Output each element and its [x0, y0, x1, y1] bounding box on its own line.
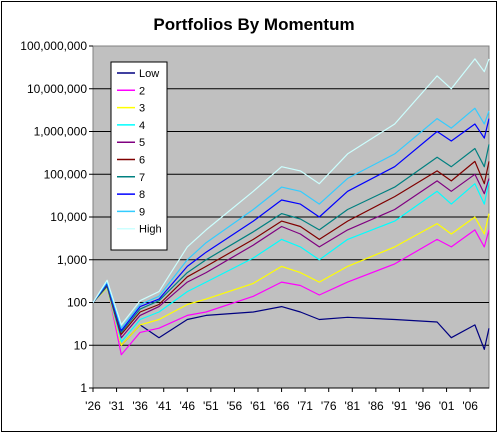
legend-label: Low	[139, 68, 159, 80]
series-line-3	[92, 213, 490, 346]
series-line-5	[92, 173, 490, 339]
legend-label: 6	[139, 155, 145, 167]
series-line-4	[92, 180, 490, 343]
chart-title: Portfolios By Momentum	[153, 15, 354, 34]
y-tick-label: 10	[74, 338, 88, 352]
x-tick-label: '76	[321, 399, 337, 413]
chart-svg: Portfolios By Momentum 1 10 100 1,000 10,000…	[20, 15, 490, 413]
series-line-6	[92, 160, 490, 335]
y-tick-label: 10,000,000	[27, 82, 87, 96]
legend-label: 8	[139, 189, 145, 201]
legend-box	[110, 61, 168, 251]
y-tick-label: 1	[80, 381, 87, 395]
legend-label: 2	[139, 85, 145, 97]
x-tick-label: '31	[109, 399, 125, 413]
chart-frame: Portfolios By Momentum 1 10 100 1,000 10,000…	[1, 1, 497, 432]
series-line-high	[92, 58, 490, 326]
x-tick-label: '86	[368, 399, 384, 413]
series-line-9	[92, 107, 490, 329]
series-line-2	[92, 229, 490, 356]
x-tick-label: '51	[203, 399, 219, 413]
legend-label: 9	[139, 206, 145, 218]
x-tick-label: '71	[297, 399, 313, 413]
series-line-7	[92, 144, 490, 333]
x-tick-label: '06	[462, 399, 478, 413]
x-tick-label: '36	[132, 399, 148, 413]
x-tick-label: '01	[439, 399, 455, 413]
x-tick-label: '91	[392, 399, 408, 413]
x-tick-label: '26	[85, 399, 101, 413]
x-tick-label: '56	[227, 399, 243, 413]
x-tick-label: '96	[415, 399, 431, 413]
series-line-8	[92, 118, 490, 332]
legend-label: 7	[139, 172, 145, 184]
x-tick-label: '61	[250, 399, 266, 413]
y-tick-label: 10,000	[50, 210, 87, 224]
x-axis: '26 '31 '36 '41 '46 '51 '56 '61 '66 '71 '76 '81 '86 '…	[85, 387, 489, 413]
legend-label: 3	[139, 103, 145, 115]
legend-label: 4	[139, 120, 145, 132]
x-tick-label: '41	[156, 399, 172, 413]
series-lines	[92, 58, 490, 356]
legend-label: High	[139, 224, 162, 236]
y-tick-label: 100,000	[44, 167, 88, 181]
y-axis: 1 10 100 1,000 10,000 100,000 1,000,000 10,000,…	[20, 39, 93, 395]
x-tick-label: '46	[179, 399, 195, 413]
x-tick-label: '66	[274, 399, 290, 413]
y-tick-label: 1,000,000	[34, 125, 88, 139]
x-tick-label: '81	[344, 399, 360, 413]
y-tick-label: 1,000	[57, 253, 87, 267]
legend-label: 5	[139, 137, 145, 149]
y-tick-label: 100	[67, 296, 87, 310]
legend: Low 2 3 4 5 6 7 8 9 High	[110, 61, 168, 251]
y-tick-label: 100,000,000	[20, 39, 87, 53]
